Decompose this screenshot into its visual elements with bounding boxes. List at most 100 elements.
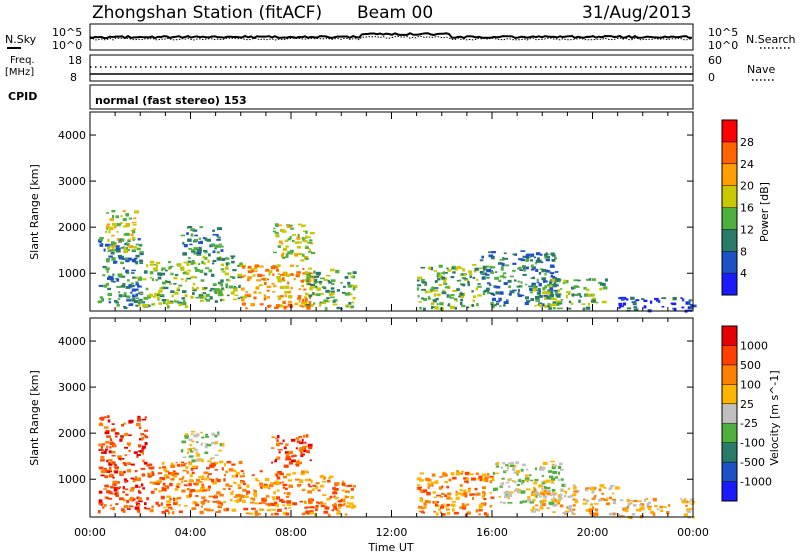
heatmap-cell (466, 481, 469, 484)
heatmap-cell (459, 492, 463, 495)
heatmap-cell (111, 463, 115, 465)
heatmap-cell (139, 259, 144, 263)
heatmap-cell (479, 478, 482, 482)
heatmap-cell (518, 285, 523, 288)
heatmap-cell (143, 461, 148, 465)
heatmap-cell (516, 483, 520, 486)
heatmap-cell (298, 299, 301, 303)
heatmap-cell (168, 266, 172, 269)
heatmap-cell (533, 284, 536, 288)
heatmap-cell (117, 254, 122, 259)
heatmap-cell (335, 269, 340, 274)
heatmap-cell (633, 500, 638, 503)
heatmap-cell (522, 273, 527, 276)
heatmap-cell (252, 274, 256, 277)
colorbar-swatch (722, 141, 737, 165)
heatmap-cell (467, 281, 470, 285)
heatmap-cell (439, 307, 442, 311)
heatmap-cell (281, 500, 286, 503)
heatmap-cell (564, 510, 569, 513)
heatmap-cell (245, 291, 249, 293)
heatmap-cell (482, 265, 486, 269)
heatmap-cell (213, 288, 217, 293)
heatmap-cell (520, 281, 523, 284)
heatmap-cell (332, 491, 336, 495)
heatmap-cell (530, 253, 535, 257)
heatmap-cell (505, 299, 509, 303)
heatmap-cell (135, 484, 139, 488)
heatmap-cell (285, 456, 291, 458)
heatmap-cell (106, 212, 109, 214)
heatmap-cell (161, 461, 165, 465)
heatmap-cell (538, 283, 542, 287)
heatmap-cell (433, 287, 439, 289)
heatmap-cell (221, 258, 226, 261)
heatmap-cell (282, 256, 286, 259)
heatmap-cell (352, 296, 356, 300)
heatmap-cell (241, 302, 246, 306)
heatmap-cell (539, 485, 544, 488)
heatmap-cell (230, 255, 236, 258)
heatmap-cell (205, 435, 209, 438)
heatmap-cell (170, 508, 174, 510)
heatmap-cell (242, 295, 247, 299)
heatmap-cell (170, 478, 175, 481)
heatmap-cell (278, 240, 283, 244)
heatmap-cell (507, 279, 512, 283)
heatmap-cell (156, 480, 161, 484)
heatmap-cell (192, 447, 196, 450)
heatmap-cell (553, 464, 558, 467)
heatmap-cell (472, 299, 475, 302)
heatmap-cell (203, 262, 206, 265)
heatmap-cell (672, 297, 677, 301)
heatmap-cell (490, 292, 495, 296)
heatmap-cell (238, 285, 241, 289)
heatmap-cell (131, 249, 136, 252)
heatmap-cell (459, 484, 463, 487)
heatmap-cell (561, 483, 566, 488)
heatmap-cell (271, 436, 275, 438)
heatmap-cell (273, 501, 278, 504)
heatmap-cell (182, 242, 185, 245)
heatmap-cell (560, 469, 564, 471)
heatmap-cell (201, 260, 204, 265)
heatmap-cell (274, 480, 280, 484)
heatmap-cell (457, 492, 462, 495)
heatmap-cell (150, 508, 154, 513)
heatmap-cell (462, 284, 466, 287)
heatmap-cell (118, 457, 122, 460)
heatmap-cell (605, 502, 611, 506)
heatmap-cell (216, 251, 221, 254)
heatmap-cell (109, 249, 115, 252)
heatmap-cell (308, 500, 313, 505)
heatmap-cell (258, 291, 262, 294)
heatmap-cell (272, 273, 275, 276)
heatmap-cell (307, 283, 312, 286)
heatmap-cell (228, 285, 234, 289)
heatmap-cell (110, 245, 114, 248)
heatmap-cell (186, 263, 190, 266)
heatmap-cell (115, 491, 119, 495)
heatmap-cell (619, 305, 624, 308)
heatmap-cell (120, 215, 123, 217)
heatmap-cell (641, 298, 645, 300)
heatmap-cell (589, 488, 593, 491)
heatmap-cell (499, 485, 503, 488)
heatmap-cell (254, 510, 258, 514)
heatmap-cell (550, 274, 554, 278)
heatmap-cell (180, 278, 184, 281)
heatmap-cell (275, 483, 280, 486)
heatmap-cell (195, 495, 199, 497)
colorbar-tick-label: 100 (740, 378, 761, 391)
heatmap-cell (307, 490, 312, 494)
heatmap-cell (530, 479, 534, 482)
heatmap-cell (116, 278, 120, 282)
velocity-heatmap (97, 415, 696, 520)
heatmap-cell (123, 498, 126, 502)
heatmap-cell (198, 458, 202, 461)
heatmap-cell (137, 444, 142, 448)
heatmap-cell (327, 479, 331, 483)
colorbar-swatch (722, 403, 737, 424)
heatmap-cell (542, 482, 545, 485)
heatmap-cell (126, 249, 130, 252)
